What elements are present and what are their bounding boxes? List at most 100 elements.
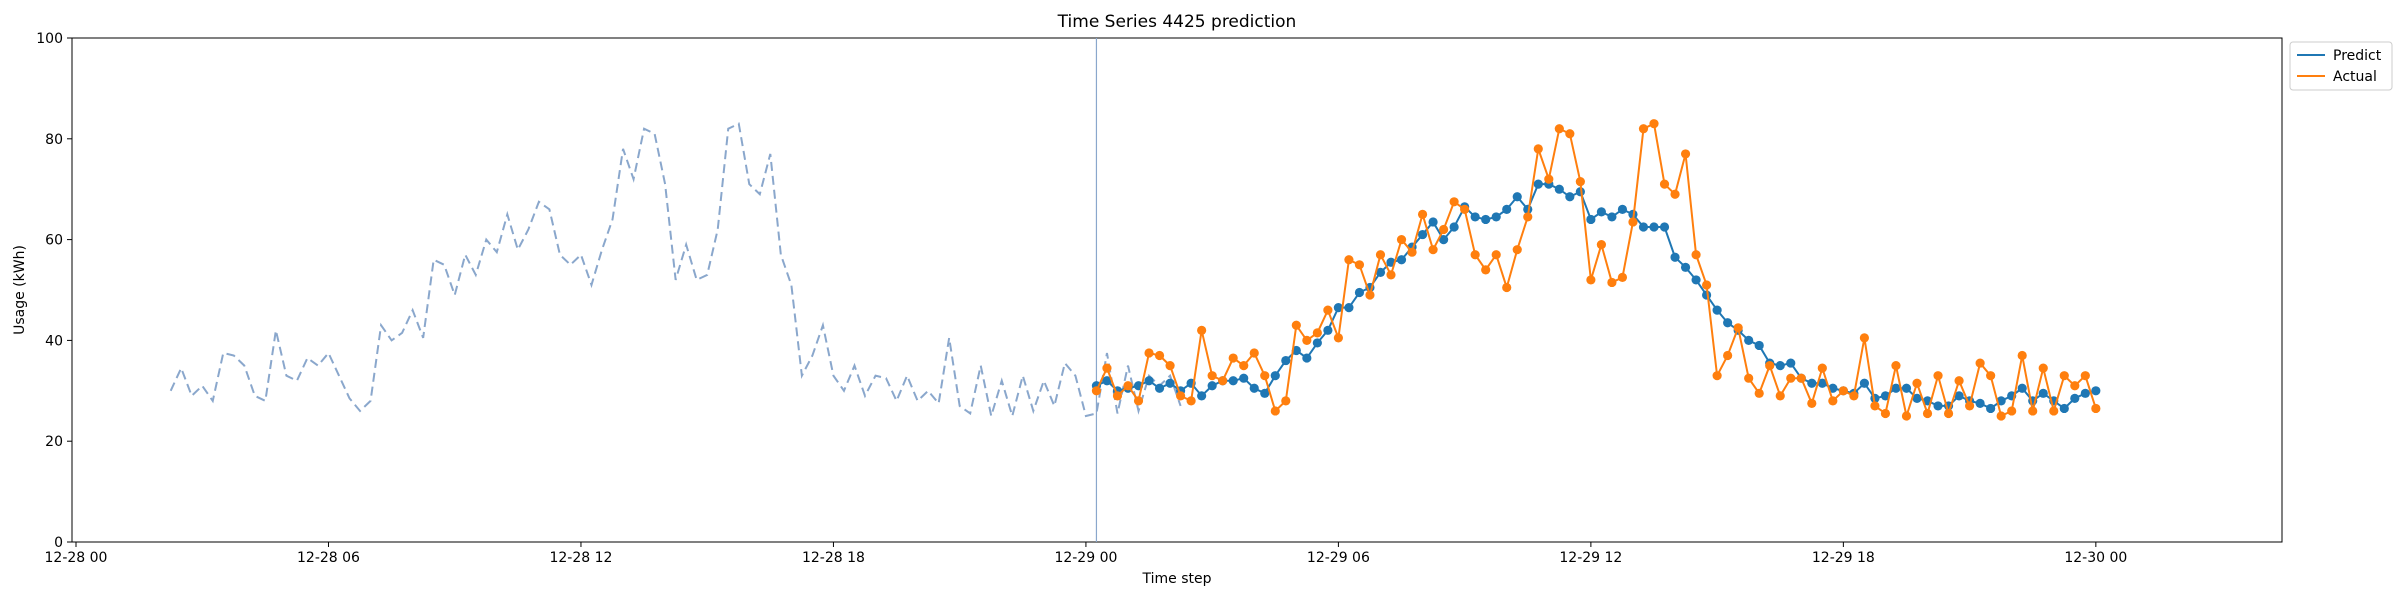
predict-point	[1891, 383, 1901, 393]
actual-point	[1617, 272, 1628, 282]
predict-point	[1617, 204, 1628, 214]
actual-point	[2070, 381, 2080, 391]
actual-point	[1228, 353, 1238, 363]
actual-point	[2091, 403, 2101, 414]
predict-point	[1691, 275, 1701, 285]
actual-point	[1470, 250, 1480, 260]
predict-point	[1354, 287, 1365, 298]
predict-point	[1165, 378, 1175, 388]
actual-point	[1849, 391, 1859, 401]
actual-point	[1922, 408, 1933, 419]
actual-point	[1575, 177, 1585, 187]
actual-point	[1912, 378, 1922, 388]
predict-point	[1344, 303, 1354, 313]
actual-point	[1554, 124, 1564, 134]
actual-point	[1986, 371, 1996, 381]
predict-point	[1333, 303, 1343, 313]
actual-point	[1323, 305, 1333, 315]
actual-point	[1649, 119, 1659, 129]
actual-point	[1744, 373, 1754, 383]
predict-point	[1596, 207, 1606, 217]
predict-point	[1554, 184, 1564, 194]
actual-point	[1680, 149, 1691, 159]
x-axis: 12-28 00 12-28 06 12-28 12 12-28 18 12-29 00…	[45, 542, 2127, 566]
actual-point	[1481, 265, 1491, 275]
actual-point	[2059, 371, 2069, 381]
predict-point	[1680, 262, 1691, 272]
actual-point	[1786, 373, 1796, 383]
actual-point	[1796, 373, 1806, 383]
predict-point	[1744, 335, 1754, 345]
actual-point	[1670, 189, 1680, 199]
actual-point	[1817, 363, 1827, 373]
predict-point	[2017, 383, 2027, 393]
actual-point	[1396, 235, 1407, 245]
actual-point	[1428, 245, 1438, 255]
predict-point	[1428, 217, 1438, 227]
plot-frame	[71, 37, 2283, 543]
predict-point	[1481, 214, 1491, 225]
predict-point	[1512, 192, 1522, 202]
predict-point	[1154, 383, 1165, 393]
actual-point	[1638, 124, 1649, 134]
actual-point	[1859, 333, 1869, 343]
predict-point	[1986, 403, 1996, 414]
x-tick-label: 12-28 06	[297, 550, 360, 566]
predict-point	[1270, 371, 1280, 381]
predict-point	[1670, 252, 1680, 262]
plot-area	[71, 37, 2283, 543]
predict-point	[1144, 376, 1154, 386]
actual-point	[1344, 255, 1354, 265]
predict-point	[1933, 401, 1943, 411]
predict-point	[1396, 255, 1407, 265]
y-tick-label: 100	[36, 31, 63, 47]
actual-point	[1333, 333, 1343, 343]
actual-point	[1943, 408, 1954, 419]
x-tick-label: 12-30 00	[2064, 550, 2127, 566]
actual-point	[1754, 388, 1764, 398]
actual-point	[1291, 320, 1301, 330]
actual-point	[1491, 250, 1501, 260]
y-axis-label: Usage (kWh)	[12, 245, 28, 335]
predict-point	[1565, 192, 1575, 202]
y-tick-label: 0	[54, 535, 63, 551]
y-tick-label: 60	[45, 233, 63, 249]
actual-point	[1197, 325, 1207, 335]
predict-point	[1249, 383, 1259, 393]
legend-actual-label: Actual	[2333, 69, 2377, 85]
predict-point	[1807, 378, 1817, 388]
actual-point	[1523, 212, 1533, 222]
x-tick-label: 12-28 18	[802, 550, 865, 566]
actual-point	[1365, 290, 1375, 300]
x-tick-label: 12-29 18	[1812, 550, 1875, 566]
x-tick-label: 12-29 00	[1054, 550, 1117, 566]
predict-point	[1723, 318, 1733, 328]
predict-point	[1649, 222, 1659, 232]
actual-point	[1112, 391, 1123, 401]
actual-point	[1186, 396, 1196, 406]
actual-point	[1260, 371, 1270, 381]
predict-point	[1901, 383, 1912, 393]
predict-point	[1786, 358, 1796, 368]
predict-point	[2038, 388, 2048, 398]
actual-point	[1891, 361, 1901, 371]
actual-point	[1144, 348, 1154, 358]
x-tick-label: 12-29 06	[1307, 550, 1370, 566]
actual-point	[1965, 401, 1975, 411]
legend: Predict Actual	[2289, 41, 2393, 91]
actual-point	[1091, 386, 1102, 396]
predict-point	[1302, 353, 1312, 363]
y-tick-label: 80	[45, 132, 63, 148]
x-tick-label: 12-29 12	[1559, 550, 1622, 566]
actual-point	[1607, 277, 1617, 288]
predict-point	[1975, 398, 1985, 408]
predict-point	[1417, 229, 1428, 240]
predict-point	[1439, 235, 1449, 245]
predict-point	[1375, 267, 1386, 277]
predict-point	[1533, 179, 1543, 189]
predict-point	[2059, 403, 2069, 414]
actual-point	[1133, 396, 1144, 406]
x-axis-label: Time step	[1142, 571, 1212, 587]
actual-point	[1996, 411, 2006, 421]
